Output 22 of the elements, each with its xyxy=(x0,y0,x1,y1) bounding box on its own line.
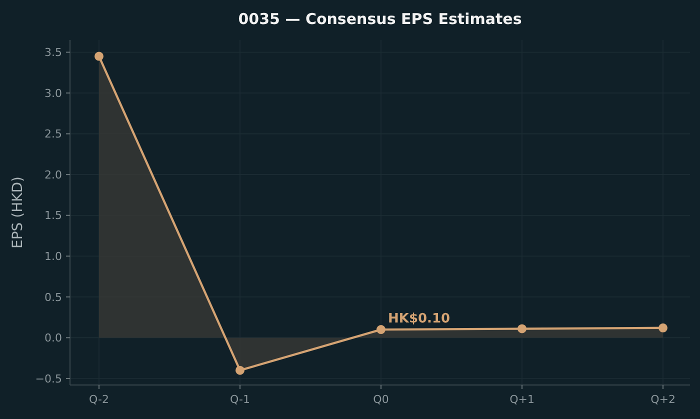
y-tick-label: 1.5 xyxy=(44,209,62,222)
y-tick-label: 3.5 xyxy=(44,46,62,60)
y-tick-label: −0.5 xyxy=(35,372,62,386)
y-tick-label: 0.5 xyxy=(44,290,62,304)
y-tick-label: 0.0 xyxy=(44,332,62,345)
x-tick-label: Q-1 xyxy=(230,393,250,406)
annotation: HK$0.10 xyxy=(388,312,450,327)
point xyxy=(376,325,386,334)
y-tick-label: 2.0 xyxy=(44,168,62,182)
y-tick-label: 1.0 xyxy=(44,250,62,263)
y-tick-label: 2.5 xyxy=(44,128,62,141)
chart-title: 0035 — Consensus EPS Estimates xyxy=(238,10,522,28)
x-tick-label: Q-2 xyxy=(89,393,109,406)
point xyxy=(94,52,104,61)
x-tick-label: Q+2 xyxy=(650,393,676,406)
point xyxy=(658,323,668,332)
x-tick-label: Q+1 xyxy=(510,393,534,406)
x-tick-label: Q0 xyxy=(373,393,389,406)
y-tick-label: 3.0 xyxy=(44,86,62,100)
point xyxy=(236,366,244,375)
y-axis-title: EPS (HKD) xyxy=(10,176,26,249)
point xyxy=(518,324,526,334)
